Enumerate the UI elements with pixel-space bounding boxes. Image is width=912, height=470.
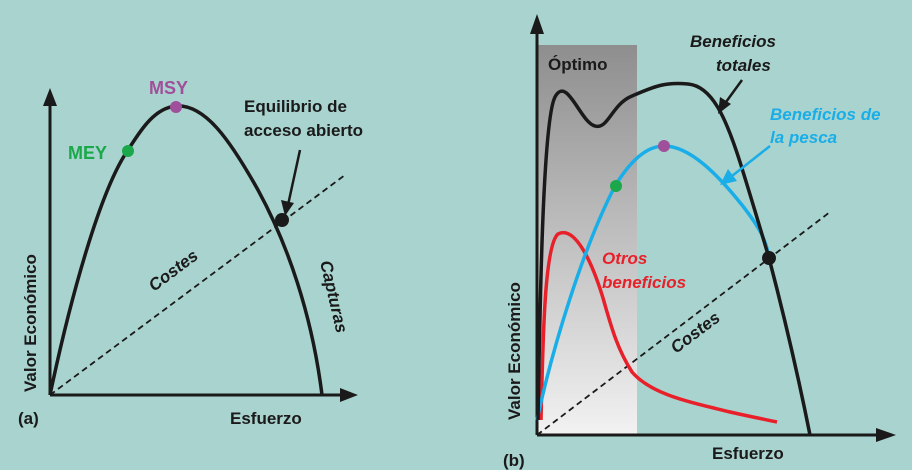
- panel-a-equilibrium-label-1: Equilibrio de: [244, 97, 347, 116]
- panel-b: Óptimo Beneficios totales Beneficios de …: [503, 14, 896, 470]
- panel-a-tag: (a): [18, 409, 39, 428]
- panel-b-fishing-benefits-curve: [535, 144, 771, 421]
- panel-b-optimum-label: Óptimo: [548, 55, 608, 74]
- panel-b-fishing-benefits-pointer: [731, 145, 771, 177]
- panel-a-costs-line: [49, 174, 346, 396]
- panel-a-msy-label: MSY: [149, 78, 188, 98]
- panel-a-y-axis-label: Valor Económico: [21, 254, 40, 392]
- panel-b-costs-label: Costes: [667, 308, 724, 357]
- panel-b-fishing-benefits-label-2: la pesca: [770, 128, 837, 147]
- panel-b-fishing-benefits-pointer-arrow-icon: [720, 169, 737, 185]
- panel-b-other-benefits-label-1: Otros: [602, 249, 647, 268]
- panel-a-mey-point: [122, 145, 134, 157]
- panel-b-msy-point: [658, 140, 670, 152]
- panel-b-tag: (b): [503, 451, 525, 470]
- panel-b-fishing-benefits-label-1: Beneficios de: [770, 105, 881, 124]
- panel-b-mey-point: [610, 180, 622, 192]
- panel-b-total-benefits-pointer: [724, 79, 744, 103]
- panel-b-y-axis-arrow-icon: [530, 14, 544, 34]
- panel-b-x-axis-arrow-icon: [876, 428, 896, 442]
- panel-a-equilibrium-label-2: acceso abierto: [244, 121, 363, 140]
- panel-a-x-axis-label: Esfuerzo: [230, 409, 302, 428]
- panel-a: MSY MEY Equilibrio de acceso abierto Cos…: [18, 78, 363, 428]
- panel-a-x-axis-arrow-icon: [340, 388, 358, 402]
- panel-a-y-axis-arrow-icon: [43, 88, 57, 106]
- panel-a-equilibrium-pointer-arrow-icon: [281, 200, 294, 216]
- panel-a-catch-label: Capturas: [316, 259, 351, 335]
- panel-a-costs-label: Costes: [145, 246, 202, 295]
- panel-a-equilibrium-pointer: [286, 149, 302, 206]
- panel-b-other-benefits-label-2: beneficios: [602, 273, 686, 292]
- panel-b-x-axis-label: Esfuerzo: [712, 444, 784, 463]
- panel-b-other-benefits-curve: [539, 230, 778, 424]
- panel-b-total-benefits-label-2: totales: [716, 56, 771, 75]
- panel-a-equilibrium-point: [275, 213, 289, 227]
- panel-b-costs-line: [536, 211, 831, 436]
- panel-b-total-benefits-pointer-arrow-icon: [718, 97, 731, 114]
- panel-a-mey-label: MEY: [68, 143, 107, 163]
- panel-b-total-benefits-label-1: Beneficios: [690, 32, 776, 51]
- panel-b-equilibrium-point: [762, 251, 776, 265]
- panel-a-msy-point: [170, 101, 182, 113]
- panel-b-y-axis-label: Valor Económico: [505, 282, 524, 420]
